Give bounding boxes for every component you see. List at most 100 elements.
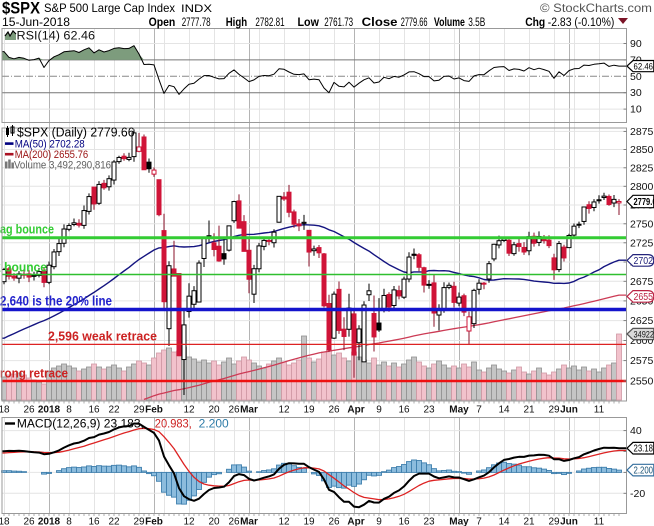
svg-text:50: 50 bbox=[630, 71, 642, 83]
svg-text:3.5B: 3.5B bbox=[468, 17, 485, 29]
svg-text:14: 14 bbox=[498, 517, 510, 526]
svg-text:19: 19 bbox=[303, 405, 315, 416]
svg-text:Close: Close bbox=[362, 17, 398, 29]
svg-text:2,596 weak retrace: 2,596 weak retrace bbox=[48, 329, 157, 344]
svg-text:26: 26 bbox=[228, 405, 240, 416]
svg-text:20: 20 bbox=[208, 517, 220, 526]
svg-text:RSI(14) 62.46: RSI(14) 62.46 bbox=[17, 31, 96, 43]
svg-text:2779.6: 2779.6 bbox=[634, 197, 654, 208]
svg-text:2875: 2875 bbox=[630, 126, 654, 138]
svg-text:2750: 2750 bbox=[630, 218, 654, 230]
svg-text:Feb: Feb bbox=[145, 405, 163, 416]
svg-text:23.18: 23.18 bbox=[634, 444, 654, 455]
svg-text:$SPX: $SPX bbox=[2, 0, 40, 18]
svg-text:26: 26 bbox=[23, 405, 35, 416]
svg-text:-2.83 (-0.10%): -2.83 (-0.10%) bbox=[548, 17, 615, 29]
svg-text:-20: -20 bbox=[630, 488, 645, 500]
svg-text:2675: 2675 bbox=[630, 276, 654, 288]
svg-text:© StockCharts.com: © StockCharts.com bbox=[540, 1, 652, 15]
svg-text:12: 12 bbox=[278, 517, 290, 526]
svg-text:ag bounce: ag bounce bbox=[0, 222, 54, 237]
svg-text:10: 10 bbox=[630, 104, 642, 116]
svg-text:30: 30 bbox=[630, 87, 642, 99]
svg-text:11: 11 bbox=[594, 517, 605, 526]
svg-text:Jun: Jun bbox=[560, 405, 578, 416]
svg-text:Volume 3,492,290,816: Volume 3,492,290,816 bbox=[14, 160, 111, 172]
svg-text:High: High bbox=[226, 17, 247, 29]
svg-text:15-Jun-2018: 15-Jun-2018 bbox=[2, 17, 70, 29]
svg-text:Open: Open bbox=[149, 17, 176, 29]
svg-text:Apr: Apr bbox=[347, 405, 364, 416]
svg-text:Mar: Mar bbox=[240, 405, 258, 416]
svg-text:Volume: Volume bbox=[434, 17, 465, 29]
svg-text:2777.78: 2777.78 bbox=[182, 17, 211, 29]
svg-text:16: 16 bbox=[88, 405, 100, 416]
svg-text:Jun: Jun bbox=[560, 517, 578, 526]
svg-text:26: 26 bbox=[328, 517, 340, 526]
svg-text:21: 21 bbox=[523, 405, 535, 416]
svg-text:34922: 34922 bbox=[634, 329, 654, 340]
svg-text:2800: 2800 bbox=[630, 181, 654, 193]
svg-text:2,640 is the 20% line: 2,640 is the 20% line bbox=[0, 294, 112, 309]
svg-text:2.200: 2.200 bbox=[634, 466, 654, 477]
svg-text:2575: 2575 bbox=[630, 355, 654, 367]
svg-text:40: 40 bbox=[630, 425, 642, 437]
svg-text:26: 26 bbox=[328, 405, 340, 416]
svg-text:May: May bbox=[449, 517, 469, 526]
svg-text:23: 23 bbox=[423, 405, 435, 416]
svg-text:May: May bbox=[449, 405, 469, 416]
svg-text:26: 26 bbox=[23, 517, 35, 526]
svg-text:2655: 2655 bbox=[634, 292, 654, 303]
svg-text:Chg: Chg bbox=[525, 17, 545, 29]
svg-text:11: 11 bbox=[594, 405, 605, 416]
svg-text:12: 12 bbox=[183, 517, 195, 526]
svg-text:20: 20 bbox=[208, 405, 220, 416]
svg-text:19: 19 bbox=[303, 517, 315, 526]
svg-text:Mar: Mar bbox=[240, 517, 258, 526]
svg-text:14: 14 bbox=[498, 405, 510, 416]
svg-text:62.46: 62.46 bbox=[634, 62, 654, 73]
svg-text:2850: 2850 bbox=[630, 144, 654, 156]
svg-text:12: 12 bbox=[278, 405, 290, 416]
svg-text:29: 29 bbox=[133, 405, 145, 416]
svg-text:26: 26 bbox=[228, 517, 240, 526]
svg-text:Low: Low bbox=[298, 17, 319, 29]
svg-text:12: 12 bbox=[183, 405, 195, 416]
svg-text:Apr: Apr bbox=[347, 517, 364, 526]
svg-text:2018: 2018 bbox=[38, 517, 61, 526]
svg-text:MA(50) 2702.28: MA(50) 2702.28 bbox=[15, 138, 85, 150]
svg-text:7: 7 bbox=[476, 405, 482, 416]
svg-text:8: 8 bbox=[66, 405, 72, 416]
svg-text:2625: 2625 bbox=[630, 315, 654, 327]
svg-text:MA(200) 2655.76: MA(200) 2655.76 bbox=[15, 149, 89, 161]
svg-text:20.983,: 20.983, bbox=[155, 419, 192, 431]
svg-text:18: 18 bbox=[0, 405, 10, 416]
svg-text:Feb: Feb bbox=[145, 517, 163, 526]
svg-text:2018: 2018 bbox=[38, 405, 61, 416]
svg-text:MACD(12,26,9) 23.183,: MACD(12,26,9) 23.183, bbox=[17, 419, 144, 431]
svg-text:2761.73: 2761.73 bbox=[324, 17, 353, 29]
svg-text:22: 22 bbox=[108, 405, 120, 416]
svg-text:23: 23 bbox=[423, 517, 435, 526]
svg-text:$SPX (Daily) 2779.66: $SPX (Daily) 2779.66 bbox=[17, 125, 135, 140]
svg-text:2782.81: 2782.81 bbox=[255, 17, 284, 29]
svg-text:7: 7 bbox=[476, 517, 482, 526]
svg-text:2825: 2825 bbox=[630, 162, 654, 174]
svg-text:16: 16 bbox=[88, 517, 100, 526]
svg-text:rong retrace: rong retrace bbox=[0, 366, 68, 381]
svg-text:29: 29 bbox=[133, 517, 145, 526]
svg-text:29: 29 bbox=[548, 405, 560, 416]
svg-text:2702: 2702 bbox=[634, 256, 654, 267]
svg-text:2550: 2550 bbox=[630, 375, 654, 387]
svg-text:90: 90 bbox=[630, 38, 642, 50]
svg-text:29: 29 bbox=[548, 517, 560, 526]
svg-text:S&P 500 Large Cap Index: S&P 500 Large Cap Index bbox=[44, 1, 175, 15]
svg-text:22: 22 bbox=[108, 517, 120, 526]
svg-text:k bounce: k bounce bbox=[0, 260, 47, 275]
svg-text:16: 16 bbox=[398, 405, 410, 416]
svg-text:9: 9 bbox=[376, 517, 382, 526]
svg-text:2779.66: 2779.66 bbox=[401, 17, 428, 29]
svg-text:21: 21 bbox=[523, 517, 535, 526]
svg-text:2725: 2725 bbox=[630, 237, 654, 249]
svg-text:2.200: 2.200 bbox=[199, 419, 229, 431]
